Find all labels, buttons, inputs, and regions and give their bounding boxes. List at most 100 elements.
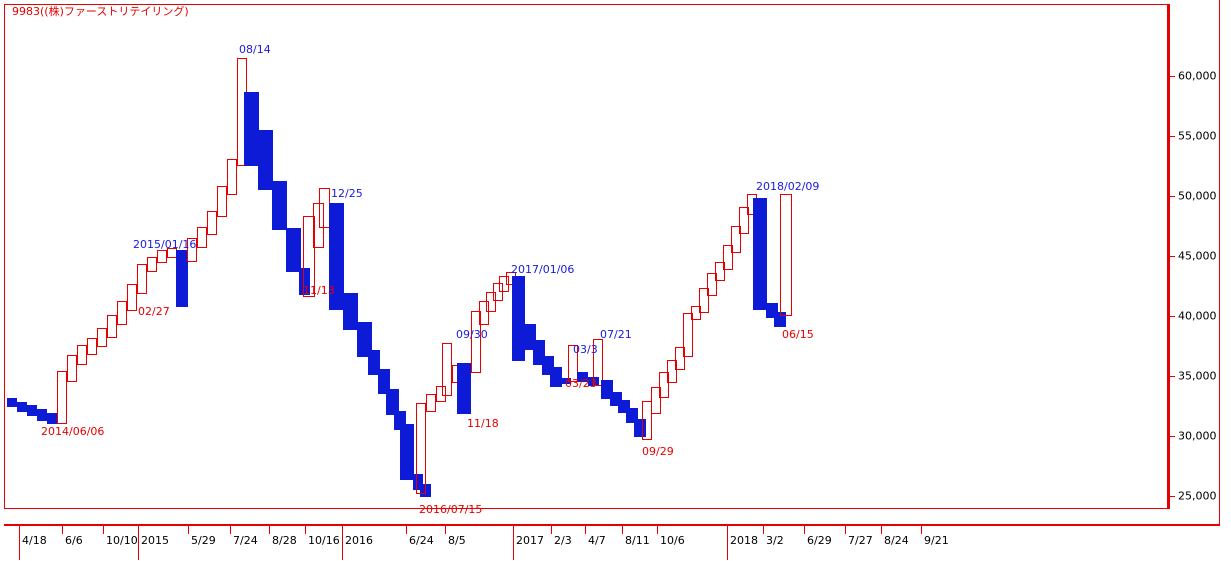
price-bar-up <box>442 343 452 396</box>
price-bar-down <box>176 250 188 307</box>
x-axis-tick-label: 6/24 <box>409 534 434 547</box>
price-bar-down <box>244 92 259 166</box>
x-axis-tick <box>62 524 63 534</box>
x-axis-tick-label: 8/28 <box>272 534 297 547</box>
y-axis-tick <box>1168 76 1175 77</box>
price-bar-down <box>357 322 372 357</box>
price-bar-up <box>187 238 197 262</box>
price-bar-up <box>493 283 503 301</box>
price-bar-down <box>512 276 525 361</box>
price-bar-down <box>272 181 287 230</box>
price-bar-up <box>416 403 426 494</box>
price-bar-down <box>413 474 423 490</box>
x-axis-tick <box>921 524 922 534</box>
price-bar-up <box>731 226 741 253</box>
y-axis-tick-label: 25,000 <box>1178 489 1217 503</box>
y-axis-tick <box>1168 196 1175 197</box>
price-bar-up <box>97 328 107 347</box>
x-axis-tick <box>230 524 231 534</box>
y-axis-tick <box>1168 436 1175 437</box>
price-bar-up <box>659 372 669 398</box>
price-bar-up <box>107 315 117 338</box>
chart-annotation-label: 07/21 <box>600 328 632 341</box>
price-bar-up <box>651 387 661 414</box>
y-axis-tick-label: 35,000 <box>1178 369 1217 383</box>
price-bar-up <box>780 194 792 316</box>
x-axis-tick-label: 9/21 <box>924 534 949 547</box>
price-bar-up <box>207 211 217 235</box>
x-axis-tick <box>513 524 514 560</box>
price-bar-up <box>436 386 446 402</box>
price-bar-up <box>667 360 677 383</box>
price-bar-up <box>691 306 701 320</box>
price-bar-down <box>559 378 571 384</box>
price-bar-up <box>642 401 652 440</box>
price-bar-up <box>426 394 436 412</box>
y-axis-tick <box>1168 496 1175 497</box>
x-axis-tick <box>727 524 728 560</box>
y-axis-tick-label: 45,000 <box>1178 249 1217 263</box>
price-bar-down <box>577 372 588 382</box>
y-axis-tick-label: 40,000 <box>1178 309 1217 323</box>
price-bar-down <box>17 402 27 412</box>
x-axis-tick-label: 2017 <box>516 534 544 547</box>
price-bar-down <box>286 228 301 272</box>
chart-annotation-label: 12/25 <box>331 187 363 200</box>
chart-annotation-label: 2016/07/15 <box>419 503 483 516</box>
price-bar-up <box>313 203 324 248</box>
price-bar-down <box>47 413 57 424</box>
price-bar-up <box>683 313 693 357</box>
x-axis-tick <box>763 524 764 534</box>
price-bar-down <box>634 419 646 437</box>
x-axis-tick-label: 2016 <box>345 534 373 547</box>
y-axis-tick <box>1168 376 1175 377</box>
x-axis-tick-label: 10/10 <box>106 534 138 547</box>
chart-annotation-label: 02/27 <box>138 305 170 318</box>
chart-annotation-label: 2018/02/09 <box>756 180 820 193</box>
x-axis-right-end <box>1219 0 1220 525</box>
chart-annotation-label: 2017/01/06 <box>511 263 575 276</box>
price-bar-up <box>57 371 67 424</box>
price-bar-up <box>137 264 147 294</box>
price-bar-down <box>753 198 767 310</box>
x-axis-tick-label: 6/29 <box>807 534 832 547</box>
price-bar-up <box>77 345 87 365</box>
price-bar-up <box>227 159 237 195</box>
price-bar-up <box>471 311 481 373</box>
price-bar-up <box>117 301 127 325</box>
price-bar-down <box>368 350 380 375</box>
price-bar-up <box>197 227 207 248</box>
x-axis-tick <box>19 524 20 560</box>
price-bar-down <box>550 367 562 387</box>
price-bar-up <box>479 301 489 325</box>
x-axis-tick-label: 2/3 <box>554 534 572 547</box>
price-bar-up <box>568 345 578 382</box>
price-bar-up <box>217 186 227 217</box>
x-axis-tick-label: 4/7 <box>588 534 606 547</box>
chart-annotation-label: 09/29 <box>642 445 674 458</box>
price-bar-up <box>303 216 315 297</box>
x-axis-tick <box>305 524 306 534</box>
price-bar-down <box>400 424 414 480</box>
x-axis-tick <box>845 524 846 534</box>
price-bar-down <box>378 369 390 394</box>
chart-annotation-label: 08/14 <box>239 43 271 56</box>
price-bar-up <box>127 284 137 311</box>
x-axis-tick-label: 5/29 <box>191 534 216 547</box>
y-axis-tick-label: 60,000 <box>1178 69 1217 83</box>
chart-annotation-label: 03/3 <box>573 343 598 356</box>
x-axis-tick-label: 10/6 <box>660 534 685 547</box>
price-bar-up <box>723 245 733 270</box>
price-bar-down <box>7 398 17 407</box>
x-axis-tick <box>406 524 407 534</box>
price-bar-up <box>593 339 603 386</box>
price-bar-up <box>675 347 685 370</box>
x-axis-tick-label: 8/11 <box>625 534 650 547</box>
x-axis-tick <box>881 524 882 534</box>
x-axis-tick <box>445 524 446 534</box>
x-axis-tick <box>804 524 805 534</box>
y-axis-tick-label: 50,000 <box>1178 189 1217 203</box>
price-bar-down <box>457 363 471 414</box>
price-bar-down <box>27 405 37 416</box>
